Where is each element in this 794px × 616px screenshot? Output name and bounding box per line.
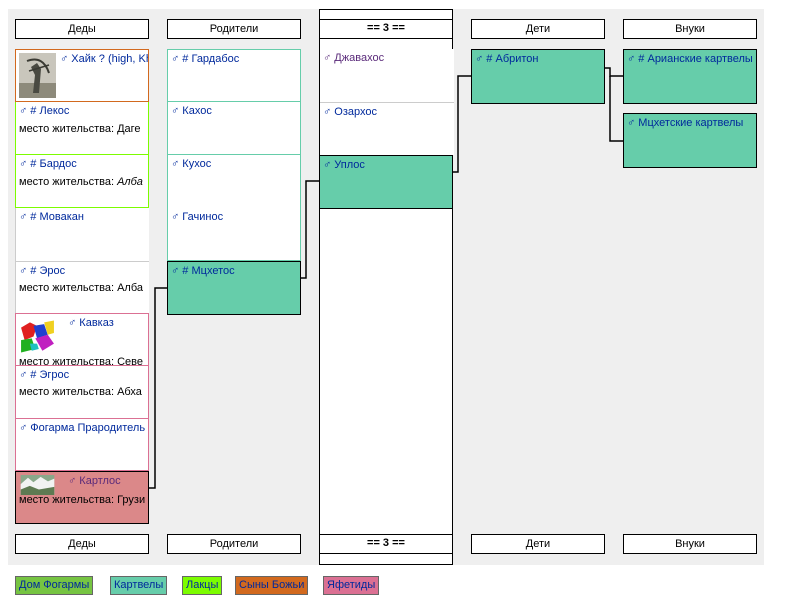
connector-line	[453, 75, 471, 173]
header-parents: Родители	[167, 19, 301, 39]
person-name[interactable]: ♂ Картлос	[68, 475, 121, 487]
person-name[interactable]: ♂ # Гардабос	[171, 53, 240, 65]
person-name[interactable]: ♂ # Арианские картвелы	[627, 53, 753, 65]
person-card-kukhos[interactable]: ♂ Кухос	[167, 155, 301, 208]
person-name[interactable]: ♂ Мцхетские картвелы	[627, 117, 744, 129]
residence-label: место жительства:	[19, 176, 118, 188]
header-grandchildren: Внуки	[623, 19, 757, 39]
person-name[interactable]: ♂ # Эгрос	[19, 369, 70, 381]
person-card-mtskheta-kartvels[interactable]: ♂ Мцхетские картвелы	[623, 113, 757, 168]
person-name[interactable]: ♂ # Лекос	[19, 105, 70, 117]
residence-text: место жительства: Грузи	[19, 494, 146, 506]
person-card-bardos[interactable]: ♂ # Бардос место жительства: Алба	[15, 155, 149, 208]
person-name[interactable]: ♂ # Бардос	[19, 158, 77, 170]
person-card-uplos[interactable]: ♂ Уплос	[319, 155, 453, 209]
residence-text: место жительства: Абха	[19, 386, 142, 398]
person-name[interactable]: ♂ Хайк ? (high, Kh	[60, 53, 149, 65]
person-card-egros[interactable]: ♂ # Эгрос место жительства: Абха	[15, 366, 149, 419]
person-name[interactable]: ♂ Кухос	[171, 158, 212, 170]
person-name[interactable]: ♂ Уплос	[323, 159, 365, 171]
landscape-photo	[20, 475, 55, 495]
person-name[interactable]: ♂ Кавказ	[68, 317, 114, 329]
footer-grandparents: Деды	[15, 534, 149, 554]
residence-text: место жительства: Севе	[19, 356, 143, 366]
person-name[interactable]: ♂ # Мцхетос	[171, 265, 235, 277]
residence-text: место жительства: Алба	[19, 176, 143, 188]
divider	[320, 38, 452, 39]
person-card-abriton[interactable]: ♂ # Абритон	[471, 49, 605, 104]
header-grandparents: Деды	[15, 19, 149, 39]
person-name[interactable]: ♂ # Мовакан	[19, 211, 84, 223]
connector-line	[605, 67, 623, 77]
person-card-haik[interactable]: ♂ Хайк ? (high, Kh	[15, 49, 149, 102]
archer-statue-photo	[19, 53, 56, 98]
divider	[320, 553, 452, 554]
residence-value: Алба	[117, 176, 143, 188]
person-name[interactable]: ♂ Фогарма Прародитель	[19, 422, 146, 434]
person-card-ozarkhos[interactable]: ♂ Озархос	[320, 102, 454, 155]
legend-kartvels[interactable]: Картвелы	[110, 576, 168, 595]
legend-sons-of-god[interactable]: Сыны Божьи	[235, 576, 309, 595]
person-card-movakan[interactable]: ♂ # Мовакан	[15, 208, 149, 261]
divider	[320, 534, 452, 535]
person-card-gachinos[interactable]: ♂ Гачинос	[167, 208, 301, 261]
person-card-arian-kartvels[interactable]: ♂ # Арианские картвелы	[623, 49, 757, 104]
person-card-mtskhetos[interactable]: ♂ # Мцхетос	[167, 261, 301, 315]
person-card-lekos[interactable]: ♂ # Лекос место жительства: Даге	[15, 102, 149, 155]
header-generation: == 3 ==	[367, 22, 405, 34]
divider	[320, 19, 452, 20]
person-name[interactable]: ♂ # Эрос	[19, 265, 66, 277]
connector-line	[301, 180, 319, 279]
header-children: Дети	[471, 19, 605, 39]
residence-text: место жительства: Алба	[19, 282, 143, 294]
person-name[interactable]: ♂ Джавахос	[323, 52, 385, 64]
person-name[interactable]: ♂ Озархос	[323, 106, 378, 118]
footer-generation: == 3 ==	[367, 537, 405, 549]
person-card-kakhos[interactable]: ♂ Кахос	[167, 102, 301, 155]
colorful-map-photo	[21, 317, 54, 353]
connector-line	[609, 76, 623, 142]
person-name[interactable]: ♂ Кахос	[171, 105, 212, 117]
residence-text: место жительства: Даге	[19, 123, 141, 135]
person-card-eros[interactable]: ♂ # Эрос место жительства: Алба	[15, 261, 149, 314]
connector-line	[149, 287, 167, 489]
person-card-fogarma[interactable]: ♂ Фогарма Прародитель	[15, 418, 149, 471]
footer-grandchildren: Внуки	[623, 534, 757, 554]
person-card-gardabos[interactable]: ♂ # Гардабос	[167, 49, 301, 102]
footer-parents: Родители	[167, 534, 301, 554]
person-name[interactable]: ♂ # Абритон	[475, 53, 539, 65]
legend-japhetites[interactable]: Яфетиды	[323, 576, 380, 595]
legend-fogarma[interactable]: Дом Фогармы	[15, 576, 94, 595]
person-card-kartlos[interactable]: ♂ Картлос место жительства: Грузи	[15, 471, 149, 524]
footer-children: Дети	[471, 534, 605, 554]
person-name[interactable]: ♂ Гачинос	[171, 211, 224, 223]
person-card-kavkaz[interactable]: ♂ Кавказ место жительства: Севе	[15, 313, 149, 366]
person-card-javakhos[interactable]: ♂ Джавахос	[320, 49, 454, 102]
legend-laks[interactable]: Лакцы	[182, 576, 223, 595]
